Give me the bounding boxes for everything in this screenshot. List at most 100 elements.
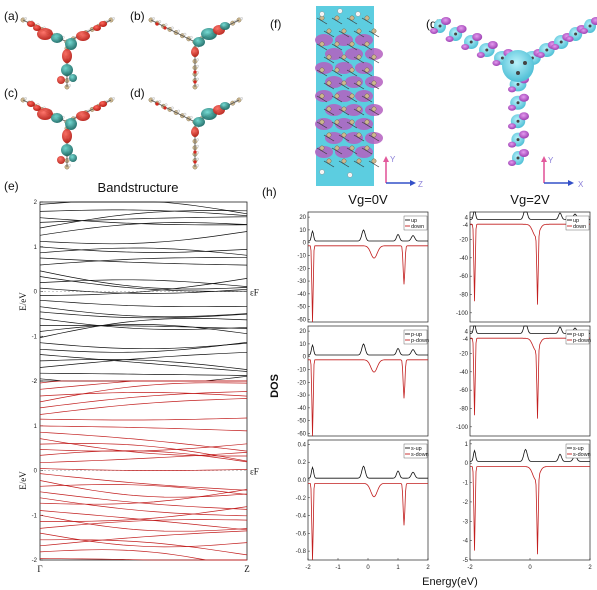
hydrogen-atom (152, 17, 155, 20)
bond (331, 147, 343, 155)
orbital-lobe-positive (37, 28, 53, 40)
dos-up-line (308, 465, 428, 479)
band-line (39, 484, 248, 495)
atom (371, 28, 377, 34)
density-lobe (335, 90, 353, 102)
y-tick-label: -20 (459, 238, 468, 244)
bond (323, 82, 335, 90)
atom (364, 119, 370, 125)
density-lobe-purple (591, 17, 597, 25)
atom (334, 93, 340, 99)
atom (334, 67, 340, 73)
atom (516, 82, 520, 86)
atom (559, 40, 563, 44)
bond (338, 82, 350, 90)
orbital-lobe-positive (220, 102, 230, 110)
hydrogen-atom (337, 8, 343, 14)
x-tick-label: 0 (366, 565, 370, 571)
atom (356, 106, 362, 112)
oxygen-atom (193, 70, 197, 74)
density-lobe (335, 118, 353, 130)
x-tick-label: 2 (588, 565, 592, 571)
x-tick-label: -1 (335, 565, 341, 571)
atom (319, 67, 325, 73)
bond (316, 147, 328, 155)
y-tick-label: 0 (34, 469, 38, 475)
orbital-lobe-positive (62, 129, 72, 143)
orbital-lobe-negative (69, 154, 77, 162)
density-lobe-purple (461, 44, 470, 50)
y-tick-label: 10 (299, 342, 306, 348)
band-line (39, 443, 248, 462)
band-line (39, 257, 248, 266)
bond (331, 95, 343, 103)
atom (516, 138, 520, 142)
density-lobe (355, 34, 373, 46)
hydrogen-atom (196, 77, 199, 81)
y-tick-label: -30 (297, 279, 306, 285)
legend-label: p-down (411, 338, 429, 344)
y-tick-label: -50 (297, 419, 306, 425)
band-line (39, 217, 248, 226)
band-line (39, 342, 248, 350)
bond (353, 30, 365, 38)
y-tick-label: 2 (34, 200, 38, 206)
dos-down-line (308, 359, 428, 437)
atom (326, 158, 332, 164)
orbital-lobe-negative (191, 47, 199, 57)
oxygen-atom (193, 80, 197, 84)
panel-f-axis-y: Y (390, 155, 396, 164)
atom (349, 93, 355, 99)
density-lobe-purple (456, 25, 467, 33)
orbital-panels (20, 17, 243, 170)
y-tick-label: -10 (297, 253, 306, 259)
y-tick-label: 20 (299, 329, 306, 335)
dos-subplot-frame (307, 325, 429, 437)
band-line (39, 417, 248, 421)
bond (361, 147, 373, 155)
bond (316, 17, 328, 25)
y-tick-label: -5 (463, 558, 469, 564)
band-line (39, 311, 248, 319)
hydrogen-atom (196, 164, 199, 167)
bond (346, 121, 358, 129)
atom (371, 132, 377, 138)
bond (368, 56, 380, 64)
atom (545, 48, 549, 52)
x-tick-label: 1 (396, 565, 400, 571)
fermi-label: εF (250, 467, 259, 477)
orbital-lobe-positive (57, 156, 65, 164)
orbital-lobe-positive (99, 101, 107, 107)
band-line (39, 398, 248, 415)
bond (323, 134, 335, 142)
atom (364, 41, 370, 47)
oxygen-atom (193, 150, 197, 154)
legend-label: p-down (573, 338, 591, 344)
orbital-lobe-positive (99, 21, 107, 27)
atom (319, 145, 325, 151)
y-axis-label: E/eV (18, 471, 28, 490)
bond (338, 108, 350, 116)
band-line (39, 450, 248, 463)
dos-subplot-frame (307, 211, 429, 323)
atom (356, 54, 362, 60)
atom (523, 61, 527, 65)
x-tick-label: 0 (528, 565, 532, 571)
hydrogen-atom (196, 138, 199, 142)
band-line (39, 473, 248, 491)
x-tick-label: Z (244, 564, 250, 574)
orbital-lobe-positive (33, 105, 41, 111)
hydrogen-atom (183, 32, 187, 36)
bond (323, 160, 335, 168)
hydrogen-atom (177, 29, 180, 33)
band-line (39, 425, 248, 432)
band-line (39, 530, 248, 547)
bond (353, 108, 365, 116)
y-tick-label: -40 (297, 406, 306, 412)
bond (368, 30, 380, 38)
dos-up-line (308, 229, 428, 242)
density-lobe-purple (476, 52, 485, 58)
y-tick-label: -100 (456, 425, 469, 431)
panel-label-d: (d) (130, 86, 145, 100)
band-line (40, 539, 248, 556)
